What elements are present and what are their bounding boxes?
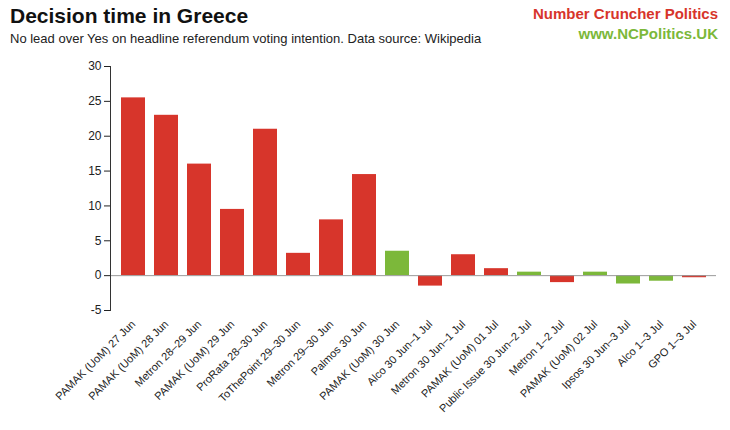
svg-text:PAMAK (UoM) 30 Jun: PAMAK (UoM) 30 Jun	[317, 317, 402, 403]
svg-text:PAMAK (UoM) 02 Jul: PAMAK (UoM) 02 Jul	[517, 317, 600, 400]
html-text:Decision time in Greece: Decision time in Greece	[10, 4, 249, 27]
html-text:No lead over Yes on headline r: No lead over Yes on headline referendum …	[10, 31, 482, 46]
html-text:Number Cruncher Politics: Number Cruncher Politics	[533, 5, 718, 22]
svg-text:ProRata 28–30 Jun: ProRata 28–30 Jun	[193, 317, 270, 394]
svg-text:Metron 29–30 Jun: Metron 29–30 Jun	[264, 317, 336, 389]
svg-text:15: 15	[88, 164, 102, 178]
svg-text:10: 10	[88, 199, 102, 213]
svg-text:-5: -5	[91, 303, 102, 317]
svg-text:PAMAK (UoM) 29 Jun: PAMAK (UoM) 29 Jun	[152, 317, 237, 403]
svg-text:Public Issue 30 Jun–2 Jul: Public Issue 30 Jun–2 Jul	[436, 317, 534, 415]
svg-text:Alco 1–3 Jul: Alco 1–3 Jul	[614, 317, 666, 369]
svg-text:Ipsos 30 Jun–3 Jul: Ipsos 30 Jun–3 Jul	[559, 317, 633, 392]
svg-text:20: 20	[88, 129, 102, 143]
svg-text:25: 25	[88, 94, 102, 108]
svg-text:30: 30	[88, 59, 102, 73]
svg-text:ToThePoint 29–30 Jun: ToThePoint 29–30 Jun	[216, 317, 303, 405]
html-text:www.NCPolitics.UK: www.NCPolitics.UK	[578, 25, 718, 42]
svg-text:Metron 1–2 Jul: Metron 1–2 Jul	[506, 318, 566, 378]
svg-text:PAMAK (UoM) 01 Jul: PAMAK (UoM) 01 Jul	[418, 317, 501, 400]
svg-text:PAMAK (UoM) 27 Jun: PAMAK (UoM) 27 Jun	[53, 317, 138, 403]
svg-text:PAMAK (UoM) 28 Jun: PAMAK (UoM) 28 Jun	[86, 317, 171, 403]
svg-text:GPO 1–3 Jul: GPO 1–3 Jul	[645, 318, 698, 371]
svg-text:Metron 28–29 Jun: Metron 28–29 Jun	[132, 317, 204, 389]
svg-text:0: 0	[95, 268, 102, 282]
svg-text:Palmos 30 Jun: Palmos 30 Jun	[308, 318, 368, 378]
svg-text:5: 5	[95, 234, 102, 248]
svg-text:Metron 30 Jun–1 Jul: Metron 30 Jun–1 Jul	[388, 317, 468, 397]
svg-text:Alco 30 Jun–1 Jul: Alco 30 Jun–1 Jul	[364, 317, 435, 388]
